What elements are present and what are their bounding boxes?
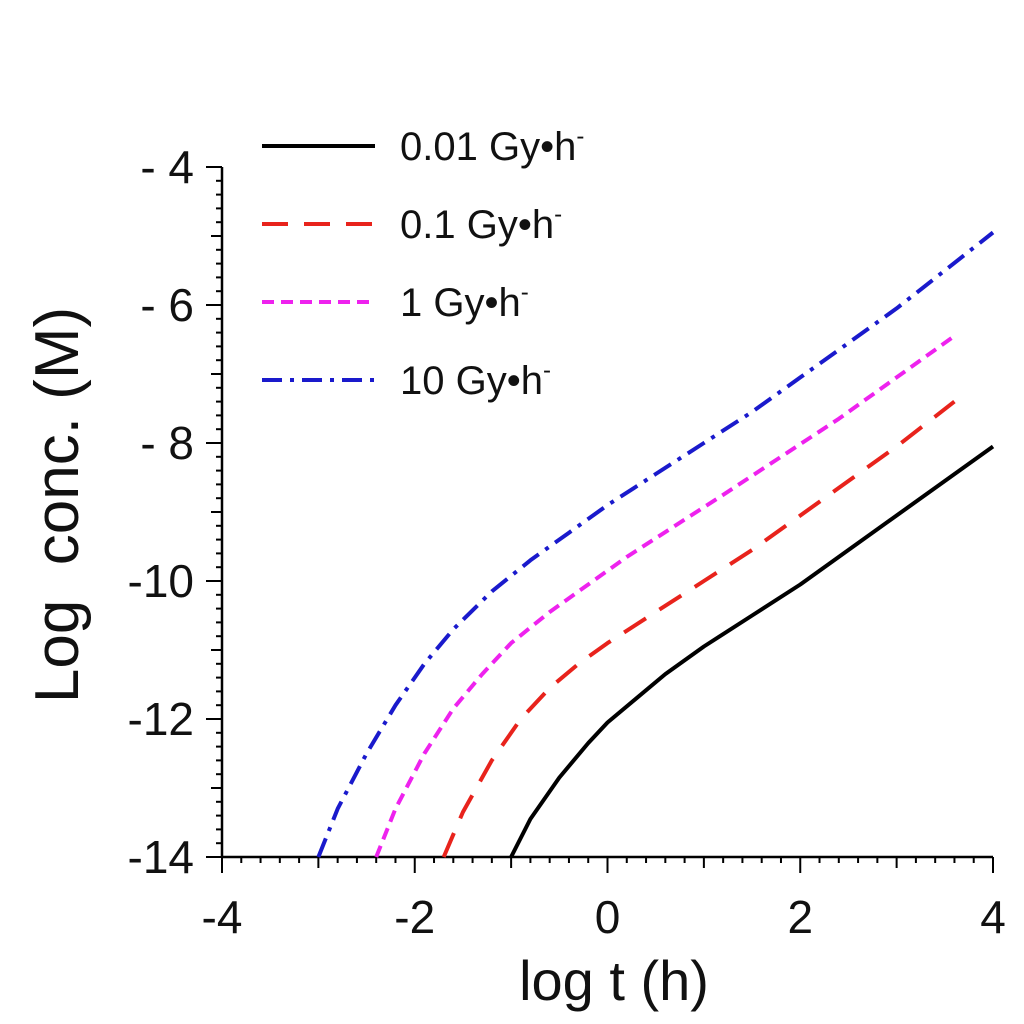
series-line-4 bbox=[316, 230, 995, 858]
x-tick-label: -2 bbox=[394, 891, 435, 943]
series-line-3 bbox=[374, 334, 956, 858]
y-axis-ticks: - 4 - 6 - 8 -10 -12 -14 bbox=[128, 141, 222, 883]
y-tick-label: - 6 bbox=[140, 279, 194, 331]
x-axis-title: log t (h) bbox=[519, 949, 709, 1012]
legend: 0.01 Gy•h-0.1 Gy•h-1 Gy•h-10 Gy•h- bbox=[262, 123, 584, 403]
y-tick-label: - 8 bbox=[140, 417, 194, 469]
x-tick-label: 2 bbox=[787, 891, 813, 943]
x-tick-label: -4 bbox=[202, 891, 243, 943]
legend-label-superscript: - bbox=[521, 279, 529, 306]
x-axis-ticks: -4 -2 0 2 4 bbox=[202, 857, 1006, 943]
legend-label-1: 0.01 Gy•h- bbox=[400, 123, 584, 169]
y-tick-label: - 4 bbox=[140, 141, 194, 193]
legend-label-text: 0.1 Gy•h bbox=[400, 203, 554, 247]
legend-label-4: 10 Gy•h- bbox=[400, 357, 551, 403]
legend-label-superscript: - bbox=[554, 201, 562, 228]
legend-label-3: 1 Gy•h- bbox=[400, 279, 529, 325]
axes bbox=[220, 167, 993, 859]
x-tick-label: 4 bbox=[980, 891, 1006, 943]
y-axis-title: Log conc. (M) bbox=[23, 307, 92, 703]
y-tick-label: -14 bbox=[128, 831, 194, 883]
legend-label-2: 0.1 Gy•h- bbox=[400, 201, 562, 247]
series-layer bbox=[316, 230, 995, 858]
legend-label-superscript: - bbox=[576, 123, 584, 150]
series-line-2 bbox=[441, 400, 956, 858]
legend-label-superscript: - bbox=[543, 357, 551, 384]
y-tick-label: -10 bbox=[128, 555, 194, 607]
y-tick-label: -12 bbox=[128, 693, 194, 745]
legend-label-text: 0.01 Gy•h bbox=[400, 125, 576, 169]
series-line-1 bbox=[509, 444, 995, 858]
x-tick-label: 0 bbox=[595, 891, 621, 943]
legend-label-text: 1 Gy•h bbox=[400, 281, 521, 325]
legend-label-text: 10 Gy•h bbox=[400, 359, 543, 403]
